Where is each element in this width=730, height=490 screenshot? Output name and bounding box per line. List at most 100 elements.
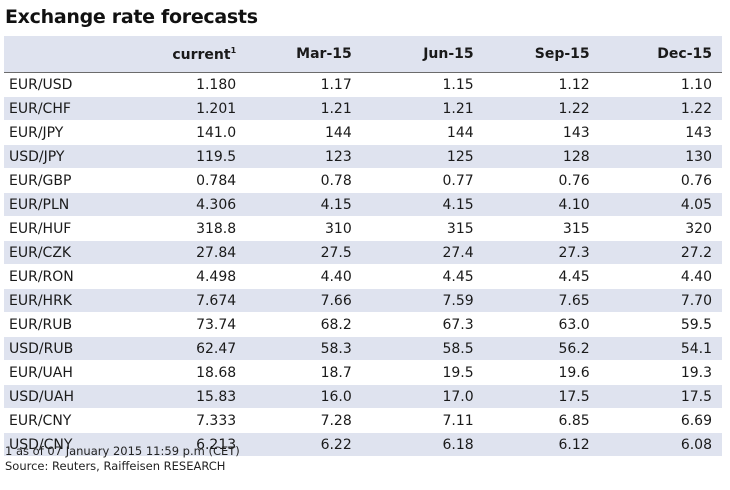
table-row: EUR/CHF 1.201 1.21 1.21 1.22 1.22	[4, 96, 722, 121]
table-row: EUR/RUB 73.74 68.2 67.3 63.0 59.5	[4, 312, 722, 337]
header-current-label: current	[172, 46, 231, 63]
cell-current: 0.784	[92, 168, 249, 193]
table-header-row: current1 Mar-15 Jun-15 Sep-15 Dec-15	[4, 36, 722, 73]
cell-dec-15: 54.1	[597, 336, 722, 361]
cell-jun-15: 1.15	[359, 72, 482, 97]
table-row: EUR/USD 1.180 1.17 1.15 1.12 1.10	[4, 72, 722, 97]
cell-dec-15: 1.22	[597, 96, 722, 121]
header-pair	[4, 36, 93, 73]
cell-dec-15: 6.08	[597, 432, 722, 457]
cell-jun-15: 4.15	[359, 192, 482, 217]
cell-current: 4.306	[92, 192, 249, 217]
table-row: USD/UAH 15.83 16.0 17.0 17.5 17.5	[4, 384, 722, 409]
cell-dec-15: 17.5	[597, 384, 722, 409]
cell-mar-15: 0.78	[248, 168, 360, 193]
cell-mar-15: 7.66	[248, 288, 360, 313]
cell-sep-15: 6.12	[481, 432, 598, 457]
cell-current: 1.180	[92, 72, 249, 97]
cell-pair: USD/JPY	[4, 144, 93, 169]
header-jun-15: Jun-15	[359, 36, 482, 73]
cell-mar-15: 4.15	[248, 192, 360, 217]
cell-current: 73.74	[92, 312, 249, 337]
table-row: EUR/UAH 18.68 18.7 19.5 19.6 19.3	[4, 360, 722, 385]
source-note: Source: Reuters, Raiffeisen RESEARCH	[5, 459, 226, 473]
cell-dec-15: 7.70	[597, 288, 722, 313]
exchange-rate-table: current1 Mar-15 Jun-15 Sep-15 Dec-15 EUR…	[4, 36, 722, 457]
cell-pair: EUR/RUB	[4, 312, 93, 337]
cell-current: 18.68	[92, 360, 249, 385]
header-mar-15: Mar-15	[248, 36, 360, 73]
table-row: USD/CNY 6.213 6.22 6.18 6.12 6.08	[4, 432, 722, 457]
table-row: EUR/CNY 7.333 7.28 7.11 6.85 6.69	[4, 408, 722, 433]
header-current: current1	[92, 36, 249, 73]
footnote: 1 as of 07 January 2015 11:59 p.m (CET)	[5, 444, 240, 458]
cell-pair: EUR/RON	[4, 264, 93, 289]
cell-pair: EUR/PLN	[4, 192, 93, 217]
cell-jun-15: 4.45	[359, 264, 482, 289]
cell-pair: EUR/HUF	[4, 216, 93, 241]
cell-mar-15: 4.40	[248, 264, 360, 289]
cell-mar-15: 144	[248, 120, 360, 145]
cell-current: 15.83	[92, 384, 249, 409]
cell-sep-15: 143	[481, 120, 598, 145]
cell-mar-15: 310	[248, 216, 360, 241]
footnote-marker: 1	[230, 45, 237, 55]
cell-jun-15: 125	[359, 144, 482, 169]
cell-current: 318.8	[92, 216, 249, 241]
cell-current: 141.0	[92, 120, 249, 145]
table-row: EUR/RON 4.498 4.40 4.45 4.45 4.40	[4, 264, 722, 289]
cell-dec-15: 1.10	[597, 72, 722, 97]
cell-jun-15: 7.11	[359, 408, 482, 433]
cell-mar-15: 18.7	[248, 360, 360, 385]
cell-mar-15: 7.28	[248, 408, 360, 433]
cell-dec-15: 4.05	[597, 192, 722, 217]
page-title: Exchange rate forecasts	[5, 6, 258, 28]
cell-sep-15: 4.10	[481, 192, 598, 217]
cell-dec-15: 6.69	[597, 408, 722, 433]
cell-jun-15: 315	[359, 216, 482, 241]
cell-dec-15: 0.76	[597, 168, 722, 193]
table-row: EUR/JPY 141.0 144 144 143 143	[4, 120, 722, 145]
cell-sep-15: 128	[481, 144, 598, 169]
cell-sep-15: 7.65	[481, 288, 598, 313]
cell-pair: EUR/USD	[4, 72, 93, 97]
cell-pair: EUR/JPY	[4, 120, 93, 145]
cell-pair: USD/CNY	[4, 432, 93, 457]
cell-jun-15: 58.5	[359, 336, 482, 361]
table-body: EUR/USD 1.180 1.17 1.15 1.12 1.10 EUR/CHF 1.201…	[4, 72, 722, 457]
table-row: EUR/CZK 27.84 27.5 27.4 27.3 27.2	[4, 240, 722, 265]
cell-current: 7.674	[92, 288, 249, 313]
cell-mar-15: 68.2	[248, 312, 360, 337]
cell-current: 7.333	[92, 408, 249, 433]
cell-pair: USD/UAH	[4, 384, 93, 409]
cell-mar-15: 123	[248, 144, 360, 169]
header-dec-15: Dec-15	[597, 36, 722, 73]
cell-mar-15: 16.0	[248, 384, 360, 409]
cell-jun-15: 0.77	[359, 168, 482, 193]
cell-current: 27.84	[92, 240, 249, 265]
cell-dec-15: 143	[597, 120, 722, 145]
cell-sep-15: 1.22	[481, 96, 598, 121]
cell-dec-15: 27.2	[597, 240, 722, 265]
cell-sep-15: 27.3	[481, 240, 598, 265]
cell-dec-15: 4.40	[597, 264, 722, 289]
cell-sep-15: 1.12	[481, 72, 598, 97]
cell-jun-15: 6.18	[359, 432, 482, 457]
cell-jun-15: 17.0	[359, 384, 482, 409]
cell-mar-15: 6.22	[248, 432, 360, 457]
table-row: EUR/HRK 7.674 7.66 7.59 7.65 7.70	[4, 288, 722, 313]
cell-sep-15: 63.0	[481, 312, 598, 337]
cell-dec-15: 320	[597, 216, 722, 241]
table-row: EUR/PLN 4.306 4.15 4.15 4.10 4.05	[4, 192, 722, 217]
cell-dec-15: 59.5	[597, 312, 722, 337]
cell-sep-15: 19.6	[481, 360, 598, 385]
cell-mar-15: 1.17	[248, 72, 360, 97]
cell-current: 6.213	[92, 432, 249, 457]
cell-current: 119.5	[92, 144, 249, 169]
cell-pair: EUR/UAH	[4, 360, 93, 385]
cell-jun-15: 1.21	[359, 96, 482, 121]
cell-pair: EUR/CNY	[4, 408, 93, 433]
cell-jun-15: 19.5	[359, 360, 482, 385]
cell-sep-15: 315	[481, 216, 598, 241]
cell-mar-15: 58.3	[248, 336, 360, 361]
